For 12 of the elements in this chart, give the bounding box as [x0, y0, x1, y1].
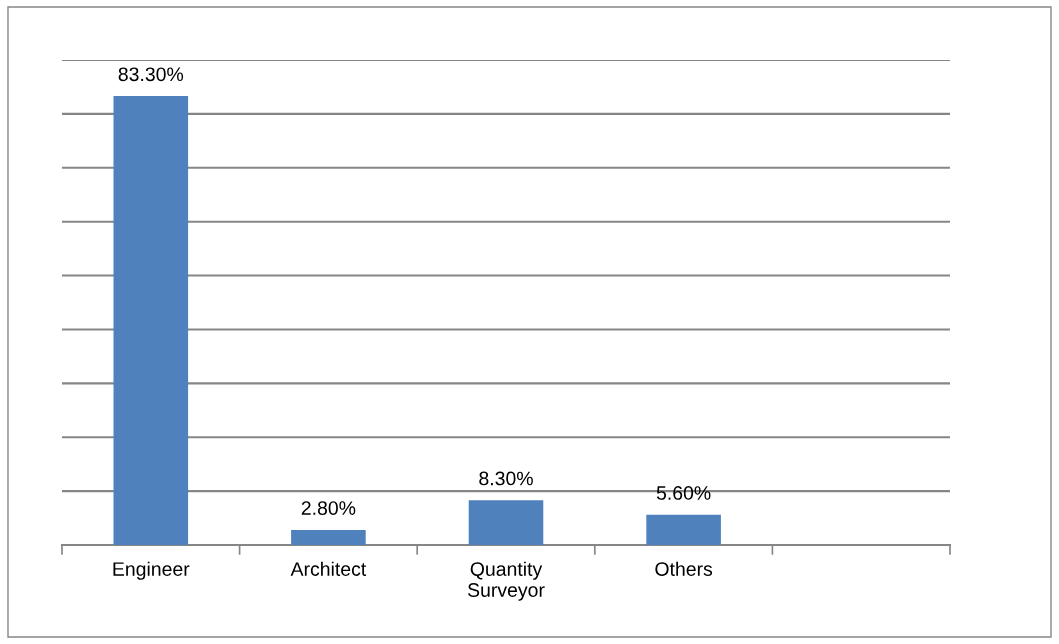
x-tick-label: Engineer [113, 561, 190, 580]
bar [113, 96, 189, 545]
data-label: 83.30% [118, 67, 184, 82]
bar [646, 514, 721, 545]
bar [291, 529, 366, 545]
data-label: 5.60% [656, 486, 711, 500]
x-tick-label: Architect [290, 561, 367, 576]
data-label: 8.30% [479, 471, 533, 486]
bar [468, 500, 544, 545]
data-label: 2.80% [301, 501, 356, 515]
x-tick-label: Quantity Surveyor [467, 561, 545, 601]
x-tick-label: Others [655, 561, 713, 576]
